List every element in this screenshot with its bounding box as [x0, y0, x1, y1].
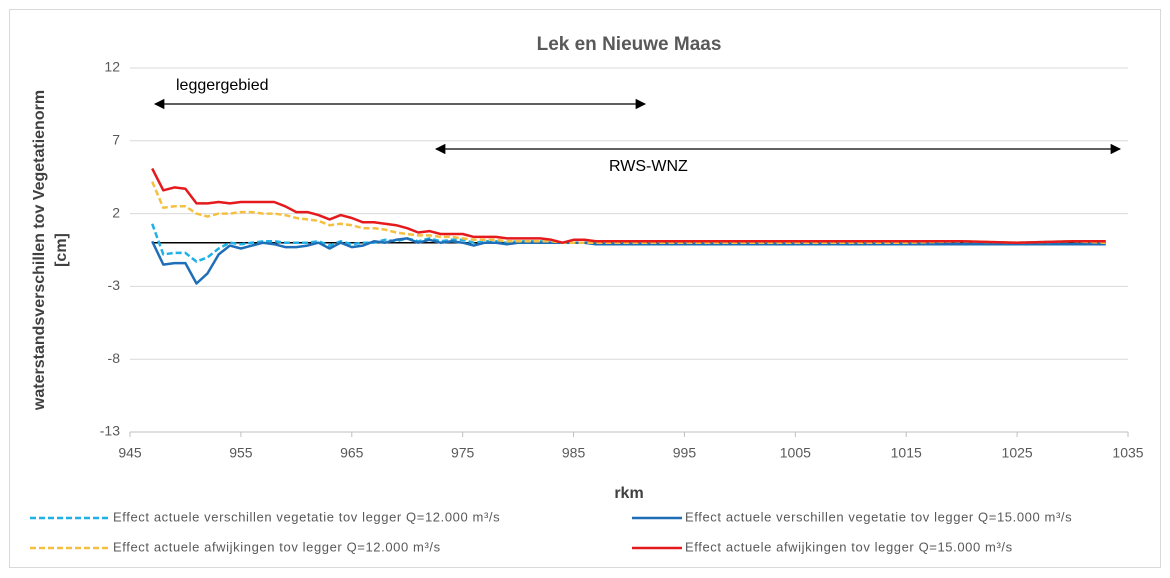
- y-axis-title-line: [cm]: [53, 233, 70, 267]
- x-tick-label: 985: [562, 445, 586, 461]
- legend-label: Effect actuele verschillen vegetatie tov…: [685, 509, 1072, 524]
- legend: Effect actuele verschillen vegetatie tov…: [30, 509, 1072, 554]
- x-tick-label: 995: [673, 445, 697, 461]
- y-tick-label: -8: [108, 350, 121, 366]
- legend-label: Effect actuele afwijkingen tov legger Q=…: [113, 539, 441, 554]
- x-tick-label: 955: [229, 445, 253, 461]
- legend-label: Effect actuele afwijkingen tov legger Q=…: [685, 539, 1013, 554]
- series-line: [151, 237, 1106, 285]
- annotation: leggergebied: [176, 77, 269, 94]
- series-line: [151, 181, 1106, 244]
- x-tick-label: 1005: [780, 445, 811, 461]
- x-tick-label: 1025: [1002, 445, 1033, 461]
- y-axis-title: waterstandsverschillen tov Vegetatienorm…: [31, 90, 70, 411]
- x-axis-title: rkm: [614, 485, 643, 502]
- y-tick-label: 2: [112, 204, 120, 220]
- x-tick-label: 1015: [891, 445, 922, 461]
- chart-title: Lek en Nieuwe Maas: [537, 34, 722, 55]
- series-line: [151, 223, 1106, 263]
- y-tick-label: 12: [104, 59, 120, 75]
- x-tick-label: 975: [451, 445, 475, 461]
- x-tick-label: 965: [340, 445, 364, 461]
- annotation: RWS-WNZ: [609, 158, 688, 175]
- x-tick-label: 945: [118, 445, 142, 461]
- y-tick-label: 7: [112, 132, 120, 148]
- y-axis-title-line: waterstandsverschillen tov Vegetatienorm: [31, 90, 48, 411]
- plot-area: -13 -8 -3 2 7 12 945 955 965 975 985 995 1005 1015 102…: [100, 59, 1144, 461]
- series-line: [151, 167, 1106, 244]
- y-tick-label: -13: [100, 423, 120, 439]
- x-tick-label: 1035: [1112, 445, 1143, 461]
- legend-label: Effect actuele verschillen vegetatie tov…: [113, 509, 500, 524]
- y-tick-label: -3: [108, 277, 121, 293]
